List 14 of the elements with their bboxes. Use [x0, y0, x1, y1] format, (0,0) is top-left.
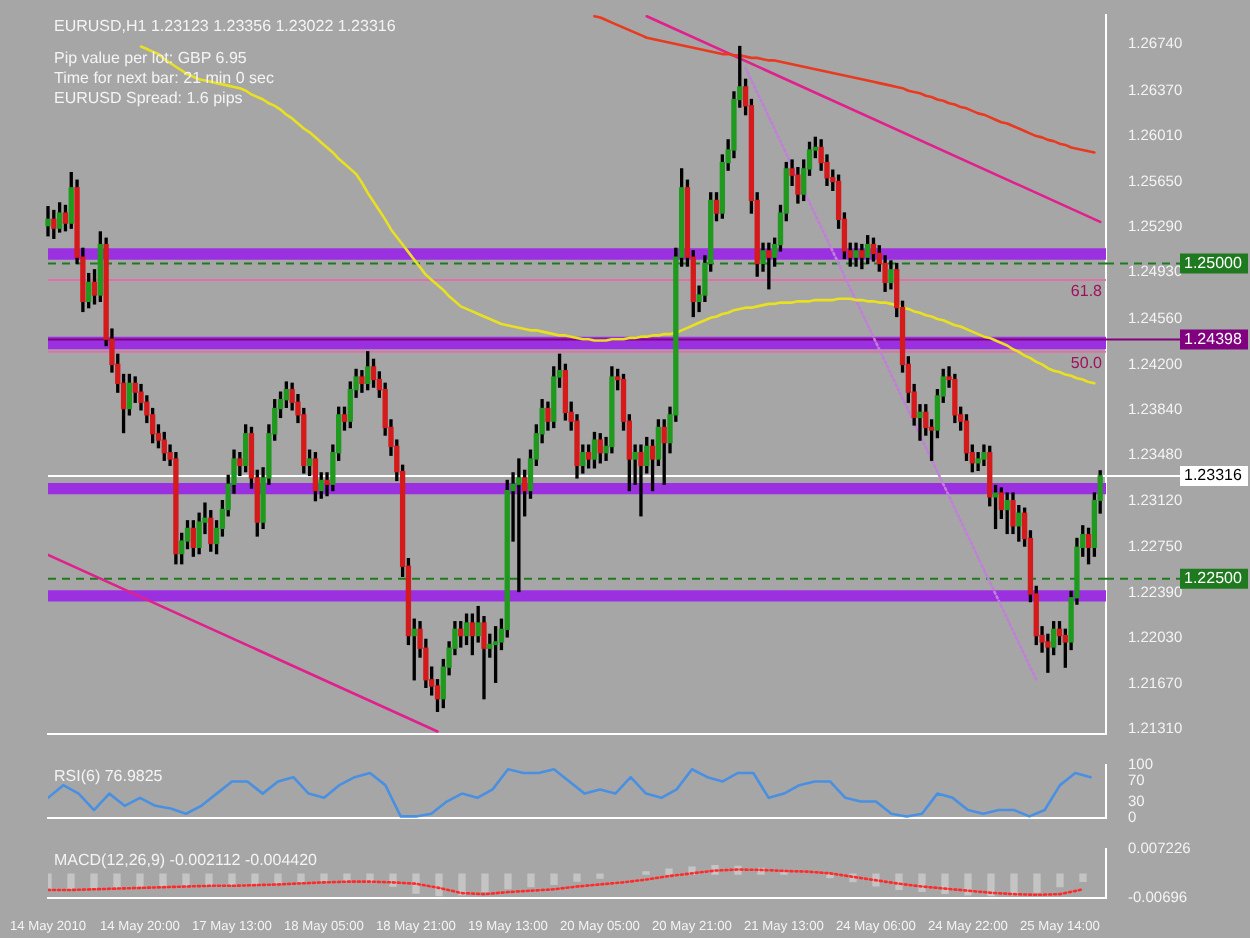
chart-title: RSI(6) 76.9825 [54, 767, 164, 786]
ref-line-label: 1.22500 [1184, 569, 1243, 588]
annotation: 50.0 [1070, 354, 1104, 373]
annotation: EURUSD Spread: 1.6 pips [54, 89, 243, 108]
ref-line-label: 1.25000 [1184, 253, 1243, 272]
chart-title: MACD(12,26,9) -0.002112 -0.004420 [54, 851, 319, 870]
chart-title: EURUSD,H1 1.23123 1.23356 1.23022 1.23316 [54, 17, 397, 36]
candlestick [638, 444, 644, 517]
annotation: 61.8 [1070, 282, 1104, 301]
line-series [48, 868, 1085, 897]
ref-line-label: 1.24398 [1184, 329, 1243, 348]
ref-line-label: 1.23316 [1184, 466, 1243, 485]
candlestick [45, 206, 51, 237]
candlestick [516, 458, 522, 593]
